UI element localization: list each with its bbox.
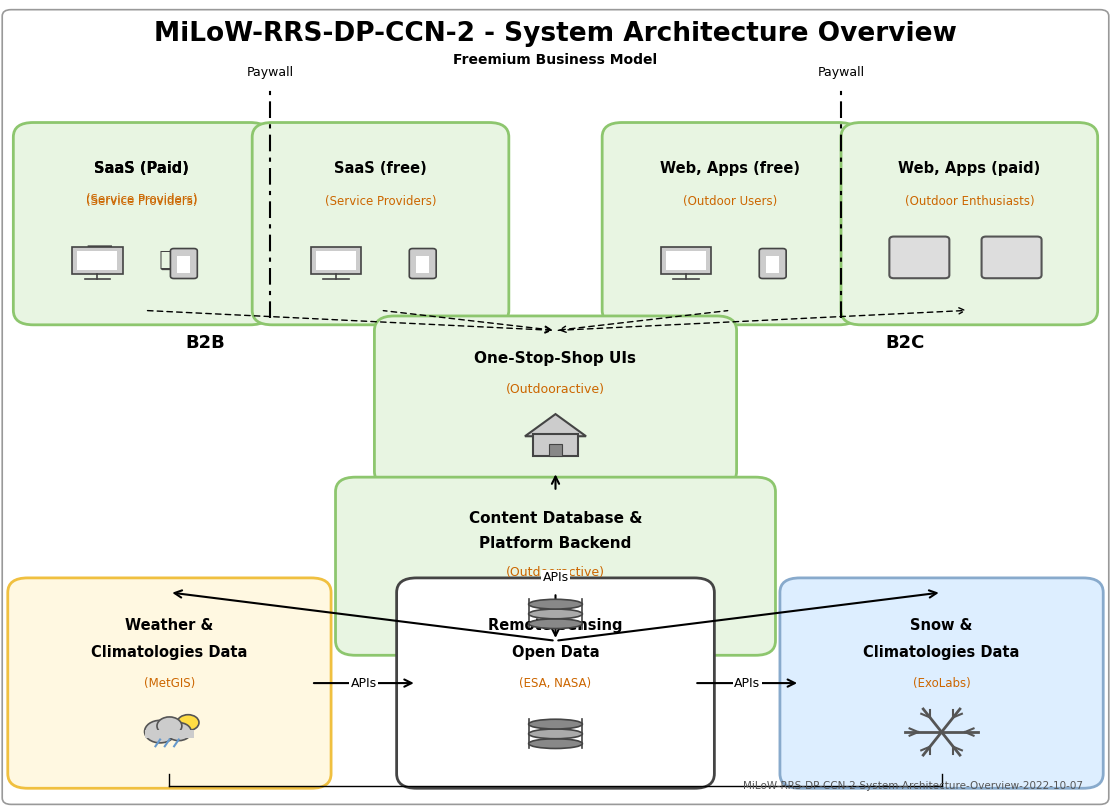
FancyBboxPatch shape — [316, 251, 357, 270]
Text: Paywall: Paywall — [247, 66, 293, 79]
FancyBboxPatch shape — [144, 730, 194, 738]
Ellipse shape — [529, 729, 582, 739]
Circle shape — [178, 715, 199, 730]
FancyBboxPatch shape — [417, 256, 429, 273]
Text: APIs: APIs — [734, 676, 760, 690]
FancyBboxPatch shape — [780, 578, 1103, 788]
Text: (MetGIS): (MetGIS) — [143, 676, 196, 690]
FancyBboxPatch shape — [767, 256, 779, 273]
Text: SaaS (Paid): SaaS (Paid) — [94, 160, 189, 176]
FancyBboxPatch shape — [252, 123, 509, 325]
Text: Open Data: Open Data — [512, 645, 599, 660]
FancyBboxPatch shape — [2, 10, 1109, 804]
Circle shape — [167, 722, 191, 741]
Text: (Service Providers): (Service Providers) — [324, 194, 437, 208]
FancyBboxPatch shape — [311, 247, 361, 274]
Text: B2B: B2B — [186, 334, 226, 351]
Circle shape — [157, 717, 182, 735]
FancyBboxPatch shape — [170, 248, 198, 279]
FancyBboxPatch shape — [77, 251, 118, 270]
FancyBboxPatch shape — [374, 316, 737, 486]
Text: APIs: APIs — [351, 676, 377, 690]
FancyBboxPatch shape — [72, 247, 122, 274]
Text: Freemium Business Model: Freemium Business Model — [453, 53, 658, 68]
Text: (Outdooractive): (Outdooractive) — [506, 383, 605, 397]
FancyBboxPatch shape — [665, 251, 707, 270]
Text: ❐: ❐ — [84, 245, 114, 278]
Text: Web, Apps (paid): Web, Apps (paid) — [898, 160, 1041, 176]
Text: MiLoW-RRS-DP-CCN-2 - System Architecture Overview: MiLoW-RRS-DP-CCN-2 - System Architecture… — [154, 21, 957, 47]
FancyBboxPatch shape — [13, 123, 270, 325]
Text: MiLoW-RRS-DP-CCN-2-System-Architecture-Overview-2022-10-07: MiLoW-RRS-DP-CCN-2-System-Architecture-O… — [743, 782, 1083, 791]
FancyBboxPatch shape — [409, 248, 437, 279]
FancyBboxPatch shape — [549, 444, 562, 456]
FancyBboxPatch shape — [178, 256, 190, 273]
Text: Content Database &: Content Database & — [469, 511, 642, 526]
Text: B2C: B2C — [885, 334, 925, 351]
Text: (Outdoor Enthusiasts): (Outdoor Enthusiasts) — [904, 194, 1034, 208]
FancyBboxPatch shape — [759, 248, 787, 279]
FancyBboxPatch shape — [336, 477, 775, 655]
FancyBboxPatch shape — [889, 237, 949, 278]
FancyBboxPatch shape — [841, 123, 1098, 325]
FancyBboxPatch shape — [982, 237, 1042, 278]
Text: PRO: PRO — [910, 252, 929, 261]
Ellipse shape — [529, 719, 582, 729]
Text: (Service Providers): (Service Providers) — [86, 194, 198, 208]
Text: (Service Providers): (Service Providers) — [86, 193, 198, 206]
Text: SaaS (Paid): SaaS (Paid) — [94, 160, 189, 176]
Text: (ExoLabs): (ExoLabs) — [913, 676, 970, 690]
Text: SaaS (free): SaaS (free) — [334, 160, 427, 176]
FancyBboxPatch shape — [602, 123, 859, 325]
Ellipse shape — [529, 609, 582, 619]
Text: Climatologies Data: Climatologies Data — [863, 645, 1020, 660]
Text: Climatologies Data: Climatologies Data — [91, 645, 248, 660]
Text: Web, Apps (free): Web, Apps (free) — [660, 160, 801, 176]
Text: APIs: APIs — [542, 571, 569, 584]
Text: (ESA, NASA): (ESA, NASA) — [520, 676, 591, 690]
Text: Platform Backend: Platform Backend — [479, 536, 632, 551]
Text: Paywall: Paywall — [818, 66, 864, 79]
Text: Weather &: Weather & — [126, 617, 213, 633]
Text: (Outdooractive): (Outdooractive) — [506, 566, 605, 579]
Ellipse shape — [529, 600, 582, 609]
Text: (Outdoor Users): (Outdoor Users) — [683, 194, 778, 208]
Text: ❑: ❑ — [158, 250, 181, 274]
Circle shape — [144, 721, 176, 743]
Text: Remote Sensing: Remote Sensing — [488, 617, 623, 633]
FancyBboxPatch shape — [397, 578, 714, 788]
FancyBboxPatch shape — [533, 434, 578, 456]
Polygon shape — [524, 414, 587, 436]
FancyBboxPatch shape — [8, 578, 331, 788]
Ellipse shape — [529, 619, 582, 629]
Text: Snow &: Snow & — [910, 617, 973, 633]
Ellipse shape — [529, 739, 582, 749]
FancyBboxPatch shape — [661, 247, 711, 274]
Text: PRO: PRO — [1002, 252, 1021, 261]
Text: One-Stop-Shop UIs: One-Stop-Shop UIs — [474, 351, 637, 366]
